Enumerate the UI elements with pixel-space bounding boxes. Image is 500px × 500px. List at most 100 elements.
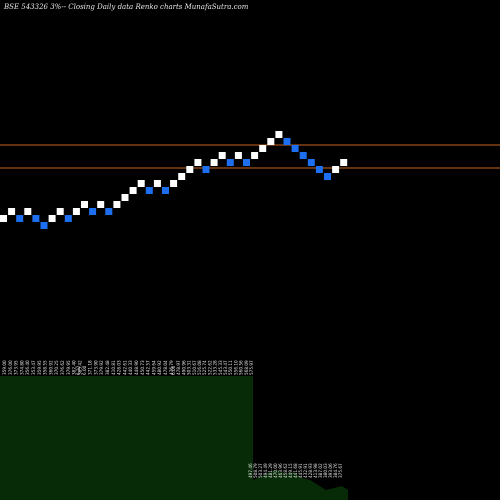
renko-brick-up [259,145,267,152]
volume-label: 382.48 [105,360,110,375]
renko-brick-up [48,215,56,222]
volume-label: 371.18 [88,360,93,375]
volume-fill-tail [253,470,348,500]
renko-brick-up [81,201,88,208]
volume-label: 442.61 [122,360,127,375]
renko-brick-up [56,208,64,215]
volume-label: 476.79 [169,360,174,375]
renko-brick-up [121,194,129,201]
volume-label: 379.92 [99,360,104,375]
volume-tail-label: 481.29 [268,463,273,478]
volume-label: 510.67 [192,360,197,375]
renko-brick-down [40,222,48,229]
volume-tail-label: 432.91 [303,463,308,478]
volume-tail-label: 458.62 [283,463,288,478]
volume-label: 359.00 [2,360,7,375]
volume-label: 516.08 [197,360,202,375]
volume-tail-label: 508.79 [253,463,258,478]
renko-brick-up [97,201,105,208]
volume-label: 442.57 [146,360,151,375]
volume-label: 353.47 [31,360,36,375]
volume-label: 376.62 [60,360,65,375]
renko-brick-down [32,215,40,222]
volume-tail-label: 393.06 [328,463,333,478]
renko-brick-up [0,215,7,222]
renko-brick-down [283,138,291,145]
volume-label: 373.95 [14,360,19,375]
volume-tail-label: 463.96 [278,463,283,478]
volume-tail-label: 470.00 [273,463,278,478]
volume-label: 379.95 [66,360,71,375]
volume-tail-label: 445.91 [298,463,303,478]
volume-tail-label: 449.15 [288,463,293,478]
volume-tail-label: 413.98 [313,463,318,478]
renko-brick-down [145,187,153,194]
volume-label: 373.90 [93,360,98,375]
volume-label: 459.64 [151,360,156,375]
renko-brick-down [105,208,113,215]
volume-label: 525.74 [202,360,207,375]
volume-label: 410.81 [111,360,116,375]
volume-label: 360.92 [48,360,53,375]
volume-label: 543.47 [223,360,228,375]
volume-label: 440.33 [128,360,133,375]
renko-bricks [0,131,348,229]
renko-brick-up [24,208,32,215]
renko-brick-down [291,145,299,152]
renko-brick-down [202,166,210,173]
renko-brick-down [16,215,24,222]
renko-brick-up [170,180,178,187]
volume-label: 358.55 [43,360,48,375]
volume-label: 428.03 [117,360,122,375]
renko-brick-down [299,152,307,159]
reference-lines [0,144,500,169]
renko-brick-down [243,159,250,166]
volume-tail-label: 380.03 [323,463,328,478]
renko-brick-up [137,180,145,187]
volume-label: 478.97 [176,360,181,375]
volume-label: 6.06 [171,365,176,375]
volume-label: 359.95 [37,360,42,375]
volume-label: 568.09 [244,360,249,375]
renko-brick-up [186,166,194,173]
renko-brick-down [64,215,72,222]
renko-brick-down [226,159,234,166]
renko-brick-up [210,159,218,166]
volume-labels: 359.00 376.00 373.95 374.80 356.40 353.47 359.… [2,360,343,478]
volume-label: 370.25 [54,360,59,375]
renko-brick-down [162,187,169,194]
renko-brick-up [194,159,202,166]
volume-label: 478.04 [163,360,168,375]
volume-tail-label: 428.93 [308,463,313,478]
renko-brick-up [332,166,340,173]
volume-label: 6.32 [76,365,81,375]
volume-area [0,376,348,500]
volume-label: 545.33 [218,360,223,375]
volume-label: 382.40 [72,360,77,375]
renko-brick-up [234,152,242,159]
volume-label: 560.56 [239,360,244,375]
volume-label: 6.00 [82,365,87,375]
renko-brick-down [315,166,323,173]
volume-label: 575.97 [249,360,254,375]
renko-brick-up [267,138,275,145]
volume-tail-label: 497.46 [248,463,253,478]
renko-brick-up [153,180,161,187]
renko-brick-up [218,152,226,159]
renko-brick-up [72,208,80,215]
renko-brick-up [340,159,348,166]
volume-label: 490.96 [181,360,186,375]
volume-label: 522.62 [207,360,212,375]
volume-label: 374.80 [19,360,24,375]
volume-label: 450.73 [140,360,145,375]
volume-tail-label: 387.02 [318,463,323,478]
renko-brick-up [275,131,283,138]
volume-label: 376.00 [8,360,13,375]
renko-brick-down [324,173,331,180]
volume-tail-label: 384.76 [333,463,338,478]
renko-brick-up [113,201,121,208]
renko-brick-up [178,173,186,180]
renko-brick-down [307,159,315,166]
